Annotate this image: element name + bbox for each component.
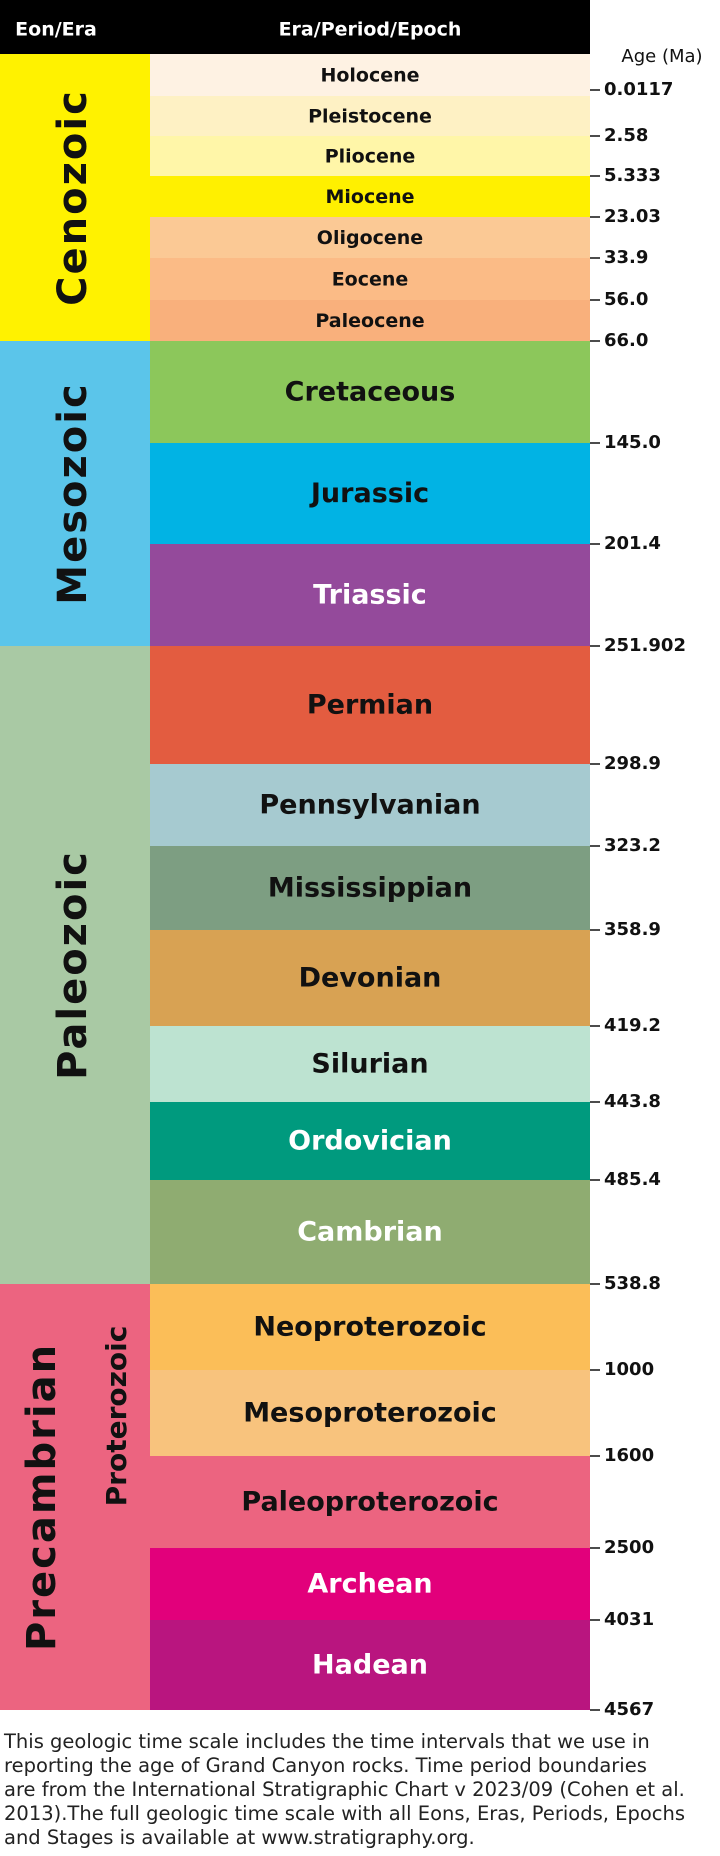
period-band	[150, 1456, 590, 1548]
age-label: 0.0117	[604, 79, 673, 100]
page: {"header": {"eon_era": "Eon/Era", "perio…	[0, 0, 703, 1849]
period-band	[150, 646, 590, 764]
header-period: Era/Period/Epoch	[279, 19, 462, 41]
age-label: 66.0	[604, 330, 648, 351]
period-band	[150, 136, 590, 176]
period-band	[150, 930, 590, 1026]
period-label: Hadean	[312, 1650, 428, 1681]
age-label: 1600	[604, 1445, 654, 1466]
period-band	[150, 1620, 590, 1710]
period-label: Paleoproterozoic	[241, 1487, 498, 1518]
period-band	[150, 217, 590, 258]
caption: This geologic time scale includes the ti…	[4, 1730, 716, 1850]
era-band	[0, 1284, 150, 1710]
period-band	[150, 341, 590, 443]
period-band	[150, 1026, 590, 1102]
period-label: Miocene	[325, 186, 414, 208]
age-label: 358.9	[604, 919, 661, 940]
period-label: Paleocene	[315, 310, 424, 332]
period-label: Devonian	[299, 963, 442, 994]
period-label: Neoproterozoic	[253, 1312, 486, 1343]
period-label: Triassic	[313, 580, 427, 611]
period-label: Pliocene	[325, 146, 416, 168]
caption-line: are from the International Stratigraphic…	[4, 1778, 685, 1801]
age-label: 443.8	[604, 1091, 661, 1112]
caption-line: and Stages is available at www.stratigra…	[4, 1826, 475, 1849]
period-label: Holocene	[320, 65, 419, 87]
caption-line: reporting the age of Grand Canyon rocks.…	[4, 1754, 647, 1777]
period-label: Pleistocene	[308, 106, 432, 128]
period-label: Oligocene	[317, 227, 423, 249]
era-band	[0, 646, 150, 1284]
period-band	[150, 1370, 590, 1456]
age-label: 538.8	[604, 1273, 661, 1294]
period-label: Mississippian	[268, 873, 472, 904]
period-label: Jurassic	[309, 478, 429, 509]
period-band	[150, 846, 590, 930]
period-band	[150, 443, 590, 544]
time-scale: Eon/Era Era/Period/Epoch Age (Ma) Holoce…	[0, 0, 703, 1720]
era-band	[0, 341, 150, 646]
period-band	[150, 1180, 590, 1284]
era-label: Mesozoic	[50, 382, 96, 604]
age-label: 251.902	[604, 635, 686, 656]
age-label: 23.03	[604, 206, 661, 227]
age-label: 4031	[604, 1609, 654, 1630]
period-label: Cambrian	[297, 1217, 443, 1248]
period-band	[150, 1548, 590, 1620]
period-label: Permian	[307, 690, 433, 721]
caption-line: This geologic time scale includes the ti…	[4, 1730, 650, 1753]
age-label: 56.0	[604, 289, 648, 310]
sub-eon-label: Proterozoic	[100, 1326, 133, 1507]
period-band	[150, 764, 590, 846]
age-label: 1000	[604, 1359, 654, 1380]
period-label: Cretaceous	[285, 377, 456, 408]
period-band	[150, 1102, 590, 1180]
age-label: 33.9	[604, 247, 648, 268]
period-band	[150, 54, 590, 96]
header-bar	[0, 0, 590, 54]
period-band	[150, 544, 590, 646]
period-band	[150, 1284, 590, 1370]
period-band	[150, 258, 590, 300]
age-label: 298.9	[604, 753, 661, 774]
period-label: Eocene	[332, 269, 409, 291]
era-label: Precambrian	[19, 1343, 65, 1651]
age-label: 419.2	[604, 1015, 661, 1036]
period-label: Archean	[307, 1569, 432, 1600]
age-label: 323.2	[604, 835, 661, 856]
period-label: Ordovician	[288, 1126, 452, 1157]
age-label: 4567	[604, 1699, 654, 1720]
age-label: 2.58	[604, 125, 648, 146]
age-label: 5.333	[604, 165, 661, 186]
period-band	[150, 96, 590, 136]
age-label: 485.4	[604, 1169, 661, 1190]
period-label: Mesoproterozoic	[243, 1398, 497, 1429]
era-label: Paleozoic	[50, 850, 96, 1080]
header-age: Age (Ma)	[621, 46, 702, 67]
period-label: Silurian	[311, 1049, 428, 1080]
age-label: 2500	[604, 1537, 654, 1558]
period-band	[150, 176, 590, 217]
period-band	[150, 300, 590, 341]
era-label: Cenozoic	[50, 89, 96, 306]
period-label: Pennsylvanian	[259, 790, 480, 821]
age-label: 145.0	[604, 432, 661, 453]
caption-line: 2013).The full geologic time scale with …	[4, 1802, 686, 1825]
age-label: 201.4	[604, 533, 661, 554]
header-eon: Eon/Era	[15, 19, 97, 41]
era-band	[0, 54, 150, 341]
